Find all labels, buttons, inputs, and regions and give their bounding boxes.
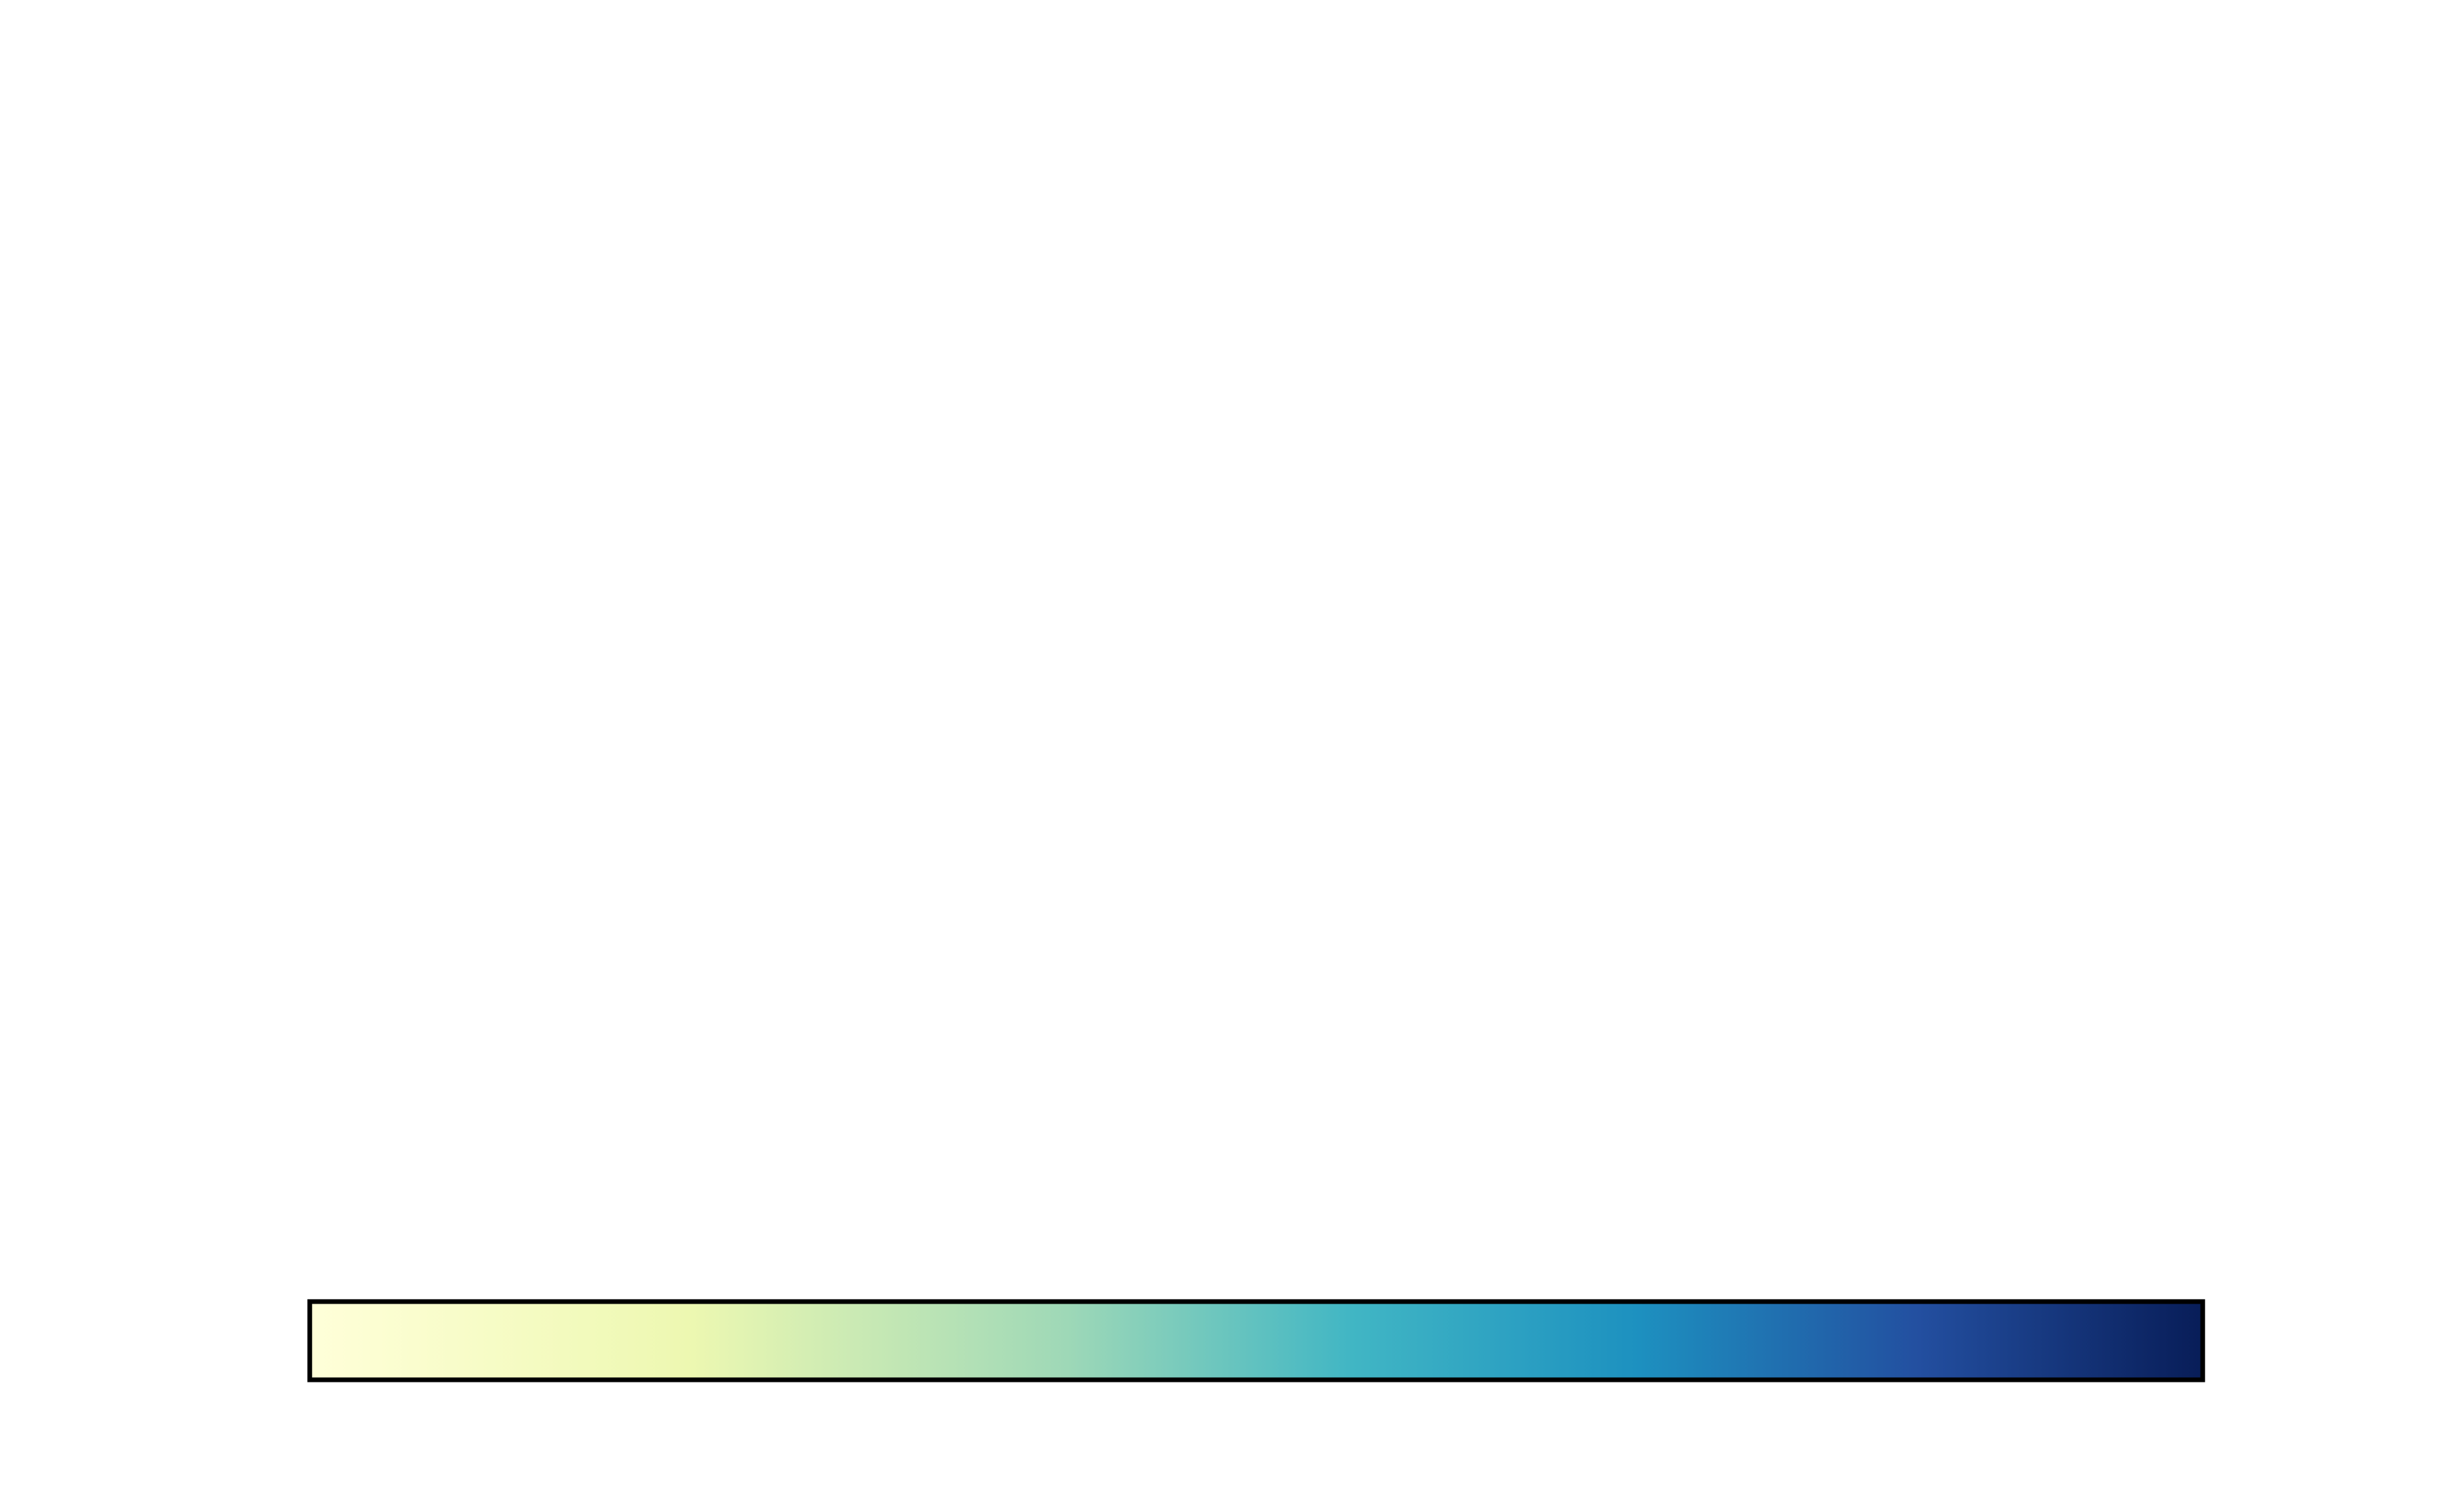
- fast-ice: [1728, 403, 1775, 469]
- colorbar-scale: [307, 1299, 2205, 1382]
- colorbar: [307, 1299, 2205, 1382]
- fast-ice: [657, 962, 884, 1020]
- fast-ice: [958, 682, 1135, 769]
- fast-ice: [1114, 438, 1595, 735]
- fast-ice: [1940, 337, 2300, 665]
- map-area: [657, 337, 2300, 1020]
